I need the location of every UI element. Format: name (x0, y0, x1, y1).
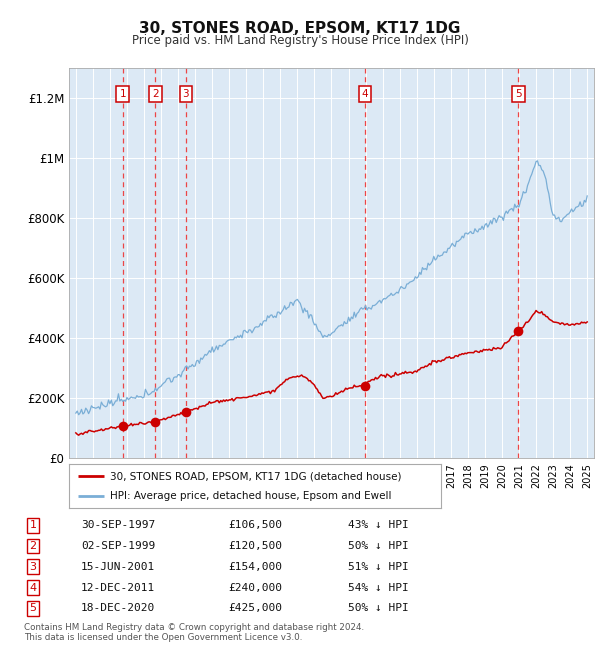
Text: 54% ↓ HPI: 54% ↓ HPI (348, 582, 409, 593)
Text: 02-SEP-1999: 02-SEP-1999 (81, 541, 155, 551)
Text: 4: 4 (29, 582, 37, 593)
Text: 12-DEC-2011: 12-DEC-2011 (81, 582, 155, 593)
Text: 43% ↓ HPI: 43% ↓ HPI (348, 520, 409, 530)
Text: 3: 3 (182, 89, 189, 99)
Text: £240,000: £240,000 (228, 582, 282, 593)
Text: 4: 4 (361, 89, 368, 99)
Text: 18-DEC-2020: 18-DEC-2020 (81, 603, 155, 614)
Text: 15-JUN-2001: 15-JUN-2001 (81, 562, 155, 572)
Text: 50% ↓ HPI: 50% ↓ HPI (348, 603, 409, 614)
Text: 51% ↓ HPI: 51% ↓ HPI (348, 562, 409, 572)
Text: 30, STONES ROAD, EPSOM, KT17 1DG (detached house): 30, STONES ROAD, EPSOM, KT17 1DG (detach… (110, 471, 401, 481)
Text: £106,500: £106,500 (228, 520, 282, 530)
Text: 2: 2 (152, 89, 159, 99)
Text: Price paid vs. HM Land Registry's House Price Index (HPI): Price paid vs. HM Land Registry's House … (131, 34, 469, 47)
Text: £154,000: £154,000 (228, 562, 282, 572)
Text: 30-SEP-1997: 30-SEP-1997 (81, 520, 155, 530)
Text: 5: 5 (515, 89, 521, 99)
Text: 1: 1 (29, 520, 37, 530)
Text: 2: 2 (29, 541, 37, 551)
Text: £120,500: £120,500 (228, 541, 282, 551)
Text: HPI: Average price, detached house, Epsom and Ewell: HPI: Average price, detached house, Epso… (110, 491, 391, 501)
Text: 50% ↓ HPI: 50% ↓ HPI (348, 541, 409, 551)
Text: 30, STONES ROAD, EPSOM, KT17 1DG: 30, STONES ROAD, EPSOM, KT17 1DG (139, 21, 461, 36)
Text: 5: 5 (29, 603, 37, 614)
Text: Contains HM Land Registry data © Crown copyright and database right 2024.
This d: Contains HM Land Registry data © Crown c… (24, 623, 364, 642)
Text: 3: 3 (29, 562, 37, 572)
Text: 1: 1 (119, 89, 126, 99)
Text: £425,000: £425,000 (228, 603, 282, 614)
